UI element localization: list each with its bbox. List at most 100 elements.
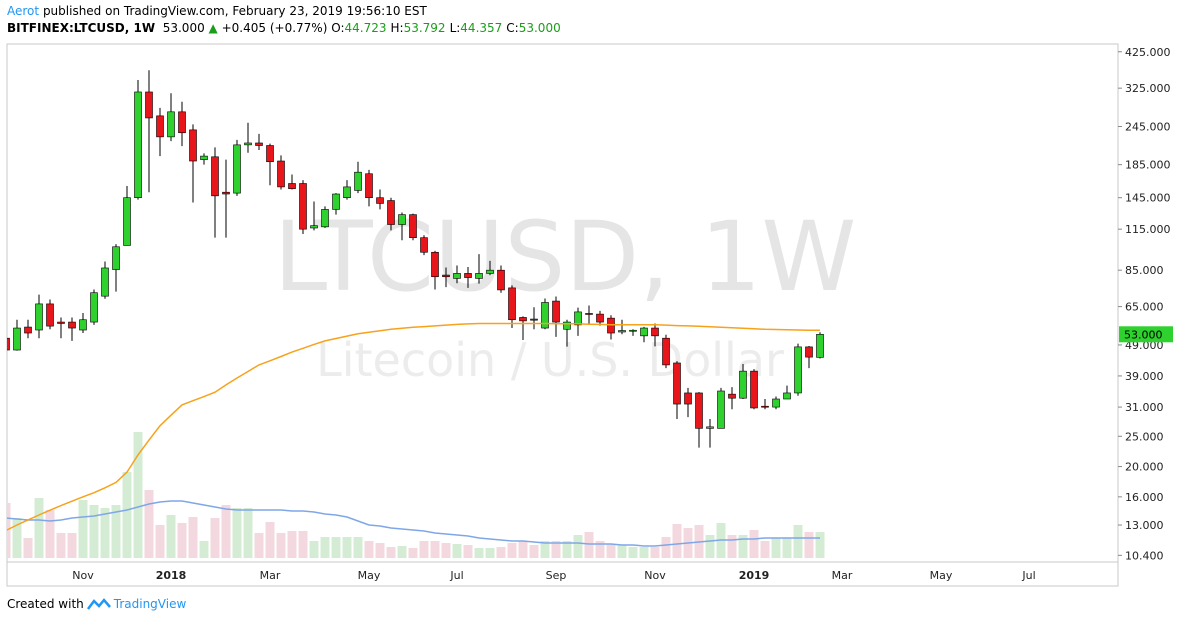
volume-bar: [551, 541, 561, 558]
candle-body: [266, 145, 274, 163]
volume-bar: [56, 533, 66, 558]
x-tick-label: Sep: [546, 569, 567, 582]
candle-body: [552, 300, 560, 323]
candle-body: [508, 287, 516, 321]
candle-body: [530, 318, 538, 321]
volume-bar: [496, 547, 506, 558]
x-tick-label: Mar: [832, 569, 853, 582]
volume-bar: [298, 531, 308, 558]
footer-brand[interactable]: TradingView: [113, 597, 187, 611]
x-tick-label: Jul: [449, 569, 463, 582]
last-price-label: 53.000: [1124, 328, 1163, 341]
volume-bar: [804, 532, 814, 558]
y-tick-label: 31.000: [1125, 401, 1164, 414]
candle-body: [486, 269, 494, 274]
volume-bar: [243, 508, 253, 558]
footer: Created with TradingView: [7, 597, 186, 611]
ohlc-key: L:: [449, 21, 461, 35]
candle-body: [145, 91, 153, 119]
volume-bar: [276, 533, 286, 558]
y-tick-label: 425.000: [1125, 46, 1171, 59]
x-tick-label: Nov: [644, 569, 666, 582]
candle-body: [35, 303, 43, 331]
candle-body: [7, 337, 10, 351]
candle-body: [277, 160, 285, 188]
volume-bar: [485, 548, 495, 558]
candle-body: [728, 393, 736, 399]
volume-bar: [122, 472, 132, 558]
ohlc: O:44.723 H:53.792 L:44.357 C:53.000: [331, 21, 565, 35]
candle-body: [57, 321, 65, 324]
candle-body: [343, 186, 351, 199]
volume-bar: [67, 533, 77, 558]
ohlc-key: H:: [390, 21, 404, 35]
volume-bar: [650, 547, 660, 558]
ohlc-value: 44.357: [460, 21, 503, 35]
volume-bar: [45, 510, 55, 558]
volume-bar: [606, 544, 616, 558]
ohlc-key: C:: [506, 21, 519, 35]
author[interactable]: Aerot: [7, 4, 40, 18]
candle-body: [299, 183, 307, 230]
candle-body: [112, 246, 120, 270]
y-tick-label: 145.000: [1125, 192, 1171, 205]
volume-bar: [474, 548, 484, 558]
candle-body: [453, 273, 461, 279]
volume-bar: [221, 505, 231, 558]
x-axis-frame: [6, 561, 1119, 587]
candle-body: [409, 214, 417, 238]
x-tick-label: Nov: [72, 569, 94, 582]
candle-body: [376, 197, 384, 204]
candle-body: [156, 115, 164, 138]
candle-body: [662, 337, 670, 366]
watermark-symbol: LTCUSD, 1W: [274, 201, 856, 313]
y-tick-label: 39.000: [1125, 370, 1164, 383]
x-tick-label: Mar: [260, 569, 281, 582]
y-tick-label: 65.000: [1125, 301, 1164, 314]
volume-bar: [177, 523, 187, 558]
candle-body: [398, 214, 406, 225]
volume-bar: [727, 535, 737, 558]
y-tick-label: 10.400: [1125, 549, 1164, 562]
candle-body: [651, 327, 659, 337]
candle-body: [574, 311, 582, 326]
candle-body: [79, 319, 87, 331]
candle-body: [134, 91, 142, 199]
volume-bar: [342, 537, 352, 558]
volume-bar: [452, 544, 462, 558]
x-tick-label: Jul: [1021, 569, 1035, 582]
axis-layer: 425.000 325.000 245.000 185.000 145.000 115.0…: [72, 46, 1173, 582]
volume-bar: [771, 538, 781, 558]
candle-body: [387, 200, 395, 225]
volume-bar: [672, 524, 682, 558]
footer-text: Created with: [7, 597, 84, 611]
volume-bar: [760, 541, 770, 558]
publish-line: Aerot published on TradingView.com, Febr…: [7, 4, 427, 18]
volume-bar: [144, 490, 154, 558]
candle-body: [90, 292, 98, 323]
volume-bar: [584, 532, 594, 558]
volume-bar: [265, 522, 275, 558]
logo: [86, 598, 111, 610]
candle-body: [695, 392, 703, 429]
candle-body: [233, 144, 241, 194]
candle-body: [464, 273, 472, 278]
volume-bar: [386, 547, 396, 558]
volume-bar: [738, 535, 748, 558]
volume-bar: [133, 432, 143, 558]
volume-bar: [639, 547, 649, 558]
change: +0.405 (+0.77%): [221, 21, 328, 35]
volume-bar: [166, 515, 176, 558]
ohlc-value: 44.723: [344, 21, 387, 35]
volume-bar: [78, 500, 88, 558]
candle-body: [640, 327, 648, 337]
candle-body: [189, 129, 197, 162]
y-tick-label: 115.000: [1125, 223, 1171, 236]
volume-bar: [661, 537, 671, 558]
candle-body: [431, 251, 439, 278]
candle-body: [475, 273, 483, 279]
y-tick-label: 325.000: [1125, 82, 1171, 95]
candle-body: [310, 225, 318, 229]
arrow: ▲: [208, 21, 218, 35]
candle-body: [563, 321, 571, 330]
